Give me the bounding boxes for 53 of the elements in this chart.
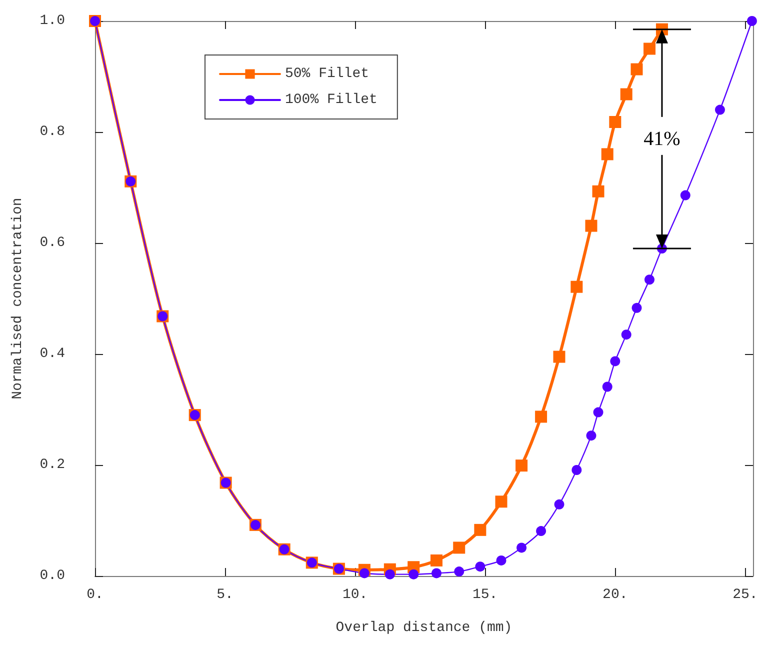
y-tick-label: 1.0 <box>40 13 65 29</box>
point <box>746 16 757 26</box>
point <box>454 566 464 577</box>
point <box>714 104 725 115</box>
y-tick-label: 0.6 <box>40 235 65 251</box>
y-axis-title: Normalised concentration <box>10 198 26 400</box>
point <box>593 407 604 418</box>
point <box>359 568 370 578</box>
point <box>535 410 548 423</box>
point <box>643 42 656 55</box>
point <box>475 562 486 572</box>
annotation: 41% <box>644 128 680 150</box>
point <box>495 496 508 508</box>
x-tick-label: 25. <box>732 587 758 603</box>
point <box>592 185 604 198</box>
point <box>620 88 632 100</box>
point <box>570 280 583 293</box>
x-tick-label: 0. <box>86 587 104 603</box>
x-tick-label: 20. <box>602 587 628 603</box>
x-tick-label: 15. <box>472 587 498 603</box>
point <box>644 274 654 285</box>
point <box>572 464 582 475</box>
point <box>586 430 596 441</box>
point <box>601 148 614 160</box>
point <box>621 330 632 340</box>
point <box>431 568 442 578</box>
y-tick-label: 0.0 <box>40 568 65 584</box>
point <box>536 526 546 536</box>
point <box>609 116 622 128</box>
point <box>496 555 506 566</box>
y-tick-label: 0.4 <box>40 346 65 362</box>
point <box>602 382 612 392</box>
point <box>585 220 598 232</box>
point <box>453 542 466 554</box>
point <box>630 63 643 76</box>
point <box>430 554 442 566</box>
point <box>474 524 486 536</box>
point <box>610 356 620 366</box>
point <box>516 542 527 553</box>
point <box>554 499 564 510</box>
point <box>384 569 395 580</box>
point <box>632 302 642 313</box>
x-axis-title: Overlap distance (mm) <box>336 620 512 636</box>
x-tick-label: 10. <box>342 587 368 603</box>
y-tick-label: 0.8 <box>40 124 65 140</box>
point <box>553 350 566 363</box>
x-tick-label: 5. <box>216 587 234 603</box>
y-tick-label: 0.2 <box>40 457 65 473</box>
point <box>516 460 528 472</box>
point <box>680 190 690 200</box>
legend-label: 100% Fillet <box>285 92 378 108</box>
point <box>408 569 419 580</box>
legend-label: 50% Fillet <box>285 66 370 82</box>
